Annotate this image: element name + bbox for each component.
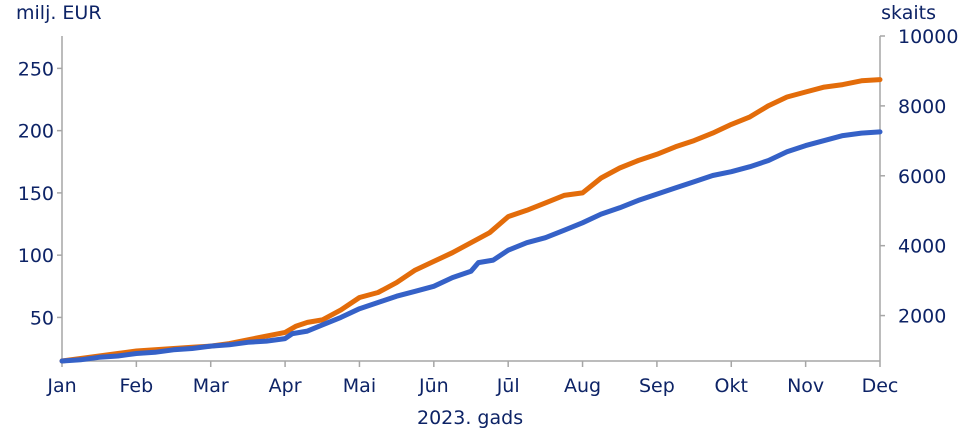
x-tick-label: Apr bbox=[269, 375, 302, 397]
left-tick-label: 200 bbox=[18, 121, 54, 143]
left-tick-label: 50 bbox=[30, 307, 54, 329]
left-tick-label: 250 bbox=[18, 58, 54, 80]
x-tick-label: Dec bbox=[862, 375, 899, 397]
x-tick-label: Sep bbox=[639, 375, 675, 397]
x-tick-label: Mai bbox=[343, 375, 376, 397]
left-tick-label: 150 bbox=[18, 183, 54, 205]
left-axis-title: milj. EUR bbox=[16, 2, 102, 24]
right-tick-label: 10000 bbox=[898, 26, 958, 48]
right-tick-label: 4000 bbox=[898, 236, 946, 258]
right-tick-label: 2000 bbox=[898, 306, 946, 328]
x-tick-label: Jūn bbox=[418, 375, 449, 397]
left-tick-label: 100 bbox=[18, 245, 54, 267]
x-tick-label: Nov bbox=[787, 375, 824, 397]
x-tick-label: Jūl bbox=[496, 375, 520, 397]
x-tick-label: Aug bbox=[564, 375, 601, 397]
series-line-1 bbox=[59, 77, 883, 364]
right-tick-label: 6000 bbox=[898, 166, 946, 188]
x-tick-label: Okt bbox=[715, 375, 748, 397]
right-axis-title: skaits bbox=[881, 2, 936, 24]
x-tick-label: Mar bbox=[193, 375, 229, 397]
x-axis-title: 2023. gads bbox=[417, 407, 524, 429]
right-tick-label: 8000 bbox=[898, 96, 946, 118]
series-line-2 bbox=[59, 129, 883, 364]
x-tick-label: Feb bbox=[120, 375, 154, 397]
x-tick-label: Jan bbox=[46, 375, 76, 397]
